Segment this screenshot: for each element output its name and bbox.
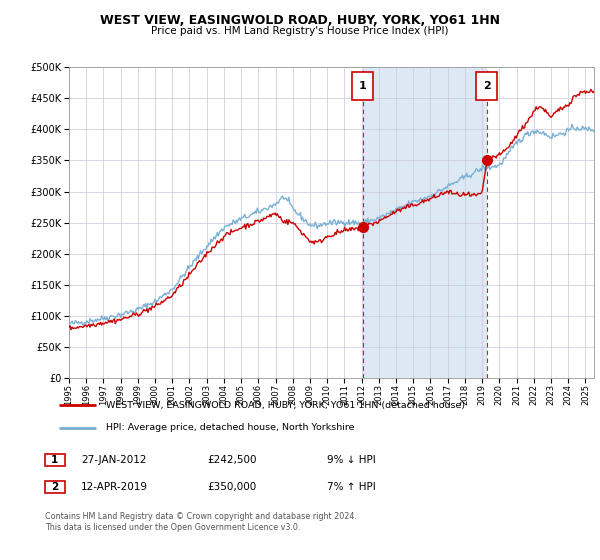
- Text: WEST VIEW, EASINGWOLD ROAD, HUBY, YORK, YO61 1HN (detached house): WEST VIEW, EASINGWOLD ROAD, HUBY, YORK, …: [106, 401, 465, 410]
- Text: 1: 1: [51, 455, 59, 465]
- FancyBboxPatch shape: [352, 72, 373, 100]
- Text: Price paid vs. HM Land Registry's House Price Index (HPI): Price paid vs. HM Land Registry's House …: [151, 26, 449, 36]
- Text: 1: 1: [359, 81, 367, 91]
- Text: 27-JAN-2012: 27-JAN-2012: [81, 455, 146, 465]
- Text: 9% ↓ HPI: 9% ↓ HPI: [327, 455, 376, 465]
- Text: 2: 2: [51, 482, 59, 492]
- Bar: [363, 67, 487, 378]
- FancyBboxPatch shape: [476, 72, 497, 100]
- Text: 7% ↑ HPI: 7% ↑ HPI: [327, 482, 376, 492]
- Text: 12-APR-2019: 12-APR-2019: [81, 482, 148, 492]
- Text: WEST VIEW, EASINGWOLD ROAD, HUBY, YORK, YO61 1HN: WEST VIEW, EASINGWOLD ROAD, HUBY, YORK, …: [100, 14, 500, 27]
- Text: £242,500: £242,500: [207, 455, 257, 465]
- Text: HPI: Average price, detached house, North Yorkshire: HPI: Average price, detached house, Nort…: [106, 423, 355, 432]
- Text: 2: 2: [483, 81, 491, 91]
- Text: £350,000: £350,000: [207, 482, 256, 492]
- Text: Contains HM Land Registry data © Crown copyright and database right 2024.
This d: Contains HM Land Registry data © Crown c…: [45, 512, 357, 532]
